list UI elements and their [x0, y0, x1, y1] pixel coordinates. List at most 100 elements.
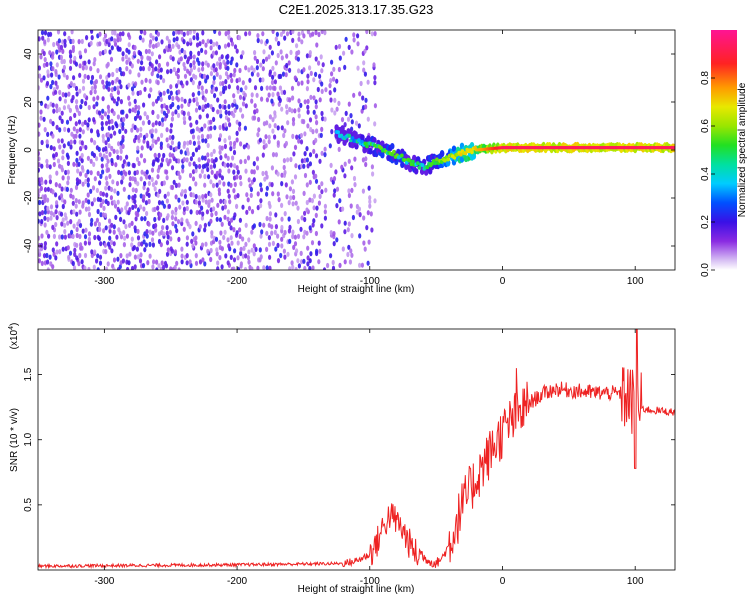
heatmap-cell	[200, 205, 204, 211]
heatmap-cell	[143, 216, 147, 222]
heatmap-cell	[314, 30, 318, 36]
heatmap-cell	[168, 152, 172, 158]
heatmap-cell	[83, 119, 87, 125]
heatmap-cell	[192, 30, 196, 34]
heatmap-cell	[319, 132, 323, 138]
heatmap-cell	[92, 152, 96, 158]
heatmap-cell	[119, 216, 123, 222]
heatmap-cell	[292, 244, 296, 250]
heatmap-cell	[318, 193, 322, 199]
heatmap-cell	[197, 144, 201, 150]
heatmap-cell	[191, 80, 195, 86]
heatmap-trace-halo	[400, 161, 405, 168]
heatmap-cell	[243, 125, 247, 131]
heatmap-cell	[353, 156, 357, 162]
heatmap-cell	[172, 179, 176, 185]
heatmap-cell	[62, 64, 66, 71]
heatmap-cell	[145, 169, 149, 175]
heatmap-cell	[252, 223, 256, 229]
heatmap-cell	[231, 155, 235, 161]
heatmap-cell	[338, 262, 342, 268]
heatmap-cell	[230, 41, 235, 47]
heatmap-cell	[204, 78, 208, 84]
heatmap-trace-core	[459, 152, 463, 157]
heatmap-cell	[343, 161, 347, 167]
heatmap-cell	[337, 43, 342, 50]
heatmap-cell	[120, 179, 124, 185]
heatmap-cell	[156, 192, 160, 198]
heatmap-cell	[296, 233, 301, 239]
heatmap-cell	[171, 153, 175, 159]
heatmap-cell	[185, 157, 189, 163]
heatmap-cell	[206, 38, 210, 44]
heatmap-cell	[152, 159, 156, 165]
heatmap-cell	[177, 197, 181, 203]
heatmap-cell	[154, 120, 158, 126]
heatmap-cell	[180, 103, 184, 109]
heatmap-cell	[332, 192, 336, 198]
heatmap-cell	[136, 145, 140, 151]
heatmap-cell	[267, 200, 271, 206]
heatmap-cell	[43, 39, 47, 45]
heatmap-cell	[112, 98, 116, 104]
heatmap-cell	[178, 204, 182, 210]
heatmap-cell	[289, 195, 293, 201]
heatmap-cell	[176, 112, 181, 119]
heatmap-cell	[347, 101, 351, 107]
heatmap-cell	[143, 30, 147, 36]
heatmap-cell	[358, 212, 362, 218]
heatmap-cell	[293, 75, 297, 81]
heatmap-cell	[200, 133, 204, 139]
heatmap-cell	[139, 66, 143, 72]
heatmap-cell	[169, 236, 173, 242]
heatmap-cell	[280, 243, 284, 249]
heatmap-cell	[159, 67, 163, 73]
heatmap-trace-core	[416, 161, 420, 166]
heatmap-cell	[212, 86, 216, 92]
heatmap-cell	[226, 65, 230, 71]
heatmap-cell	[83, 234, 88, 240]
heatmap-cell	[58, 249, 62, 255]
heatmap-cell	[337, 146, 341, 152]
heatmap-cell	[140, 60, 144, 66]
heatmap-cell	[309, 94, 313, 100]
heatmap-cell	[264, 56, 269, 62]
heatmap-cell	[247, 237, 251, 243]
heatmap-cell	[87, 236, 91, 242]
heatmap-cell	[191, 176, 196, 182]
heatmap-cell	[174, 223, 178, 229]
heatmap-cell	[81, 121, 85, 127]
heatmap-cell	[241, 101, 246, 107]
heatmap-cell	[148, 241, 152, 247]
snr-panel: -300 -200 -100 0 100 0.51.01.5 Height of str…	[8, 323, 676, 595]
heatmap-cell	[285, 104, 289, 110]
heatmap-cell	[85, 35, 89, 41]
colorbar: 0.00.20.40.60.8 Normalized spectral ampl…	[700, 30, 748, 277]
heatmap-cell	[78, 72, 82, 78]
heatmap-cell	[115, 67, 119, 74]
heatmap-cell	[174, 216, 178, 222]
heatmap-cell	[244, 168, 248, 174]
heatmap-cell	[242, 144, 246, 150]
heatmap-cell	[295, 43, 299, 49]
heatmap-cell	[363, 48, 367, 54]
heatmap-cell	[286, 120, 290, 126]
heatmap-cell	[211, 106, 215, 113]
heatmap-cell	[74, 184, 79, 191]
heatmap-cell	[98, 41, 102, 47]
heatmap-cell	[183, 193, 187, 199]
heatmap-cell	[237, 77, 242, 83]
heatmap-cell	[54, 192, 58, 198]
heatmap-cell	[55, 124, 59, 130]
heatmap-cell	[65, 152, 69, 158]
heatmap-cell	[268, 265, 272, 270]
heatmap-cell	[110, 118, 114, 124]
heatmap-cell	[46, 197, 50, 203]
heatmap-cell	[46, 259, 50, 265]
heatmap-cell	[130, 265, 135, 270]
heatmap-cell	[46, 131, 50, 137]
heatmap-cell	[201, 257, 205, 263]
heatmap-cell	[98, 31, 102, 37]
heatmap-cell	[370, 31, 374, 37]
heatmap-cell	[163, 193, 167, 199]
